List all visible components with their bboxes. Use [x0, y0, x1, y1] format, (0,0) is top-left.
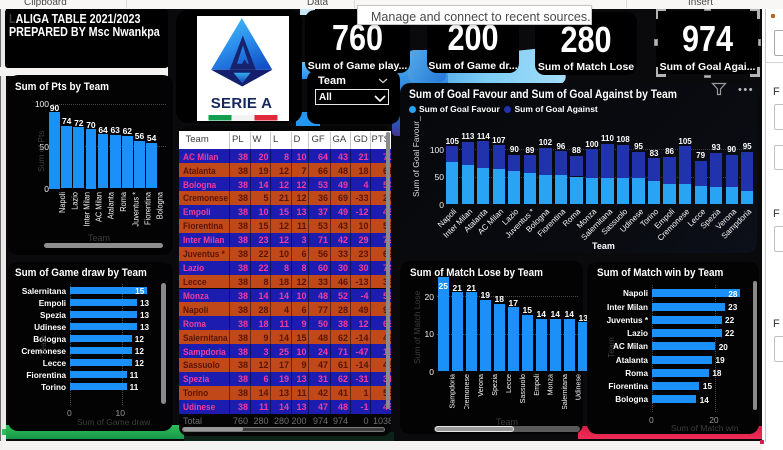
svg-text:SERIE A: SERIE A	[210, 95, 272, 112]
